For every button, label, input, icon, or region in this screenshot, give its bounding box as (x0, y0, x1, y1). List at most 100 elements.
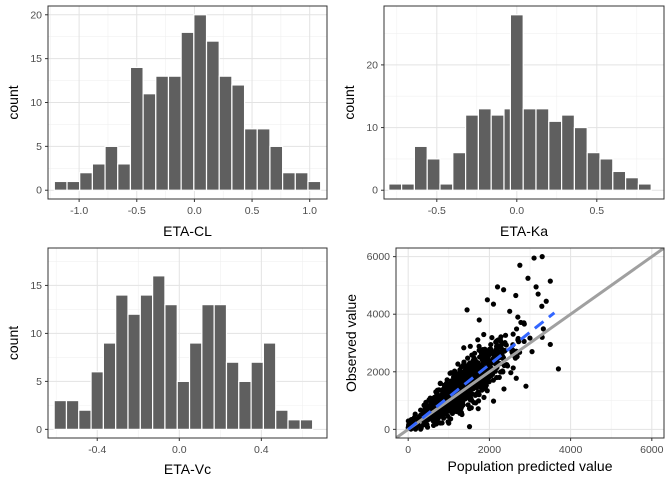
scatter-point (461, 345, 467, 351)
y-tick-label: 15 (30, 280, 42, 292)
scatter-point (464, 307, 470, 313)
scatter-point (510, 331, 516, 337)
histogram-bar (139, 294, 154, 430)
histogram-bar (275, 409, 289, 430)
scatter-point (465, 355, 471, 361)
scatter-point (535, 291, 541, 297)
histogram-bar (586, 152, 601, 191)
scatter-point (467, 343, 473, 349)
histogram-bar (167, 75, 182, 191)
chart-panel-3: -0.4 0.0 0.4 0 5 10 15 ETA-Vc count (5, 247, 328, 477)
chart-panel-4: 0 2000 4000 6000 0 2000 4000 6000 Population pre… (343, 247, 665, 474)
histogram-bar (573, 126, 588, 191)
scatter-point (484, 359, 490, 365)
scatter-point (539, 303, 545, 309)
data-marks (53, 275, 314, 430)
scatter-point (447, 370, 453, 376)
scatter-point (411, 415, 418, 421)
histogram-bar (115, 294, 129, 430)
y-tick-label: 0 (36, 424, 42, 436)
scatter-point (426, 404, 432, 410)
histogram-bar (250, 361, 265, 430)
histogram-bar (90, 371, 104, 430)
scatter-point (472, 363, 478, 370)
scatter-point (498, 338, 504, 344)
histogram-bar (180, 31, 195, 191)
x-axis-title: ETA-Vc (164, 461, 211, 477)
scatter-point (523, 383, 529, 389)
histogram-bar (388, 183, 403, 191)
scatter-point (450, 380, 456, 386)
histogram-bar (509, 14, 524, 191)
y-axis-title: count (5, 85, 21, 119)
scatter-point (508, 370, 514, 376)
scatter-point (475, 406, 481, 412)
scatter-point (490, 301, 497, 307)
scatter-point (490, 398, 497, 404)
scatter-point (502, 332, 509, 338)
histogram-bar (294, 172, 309, 191)
scatter-point (479, 355, 486, 361)
scatter-point (418, 425, 424, 431)
y-axis-title: Observed value (343, 294, 359, 392)
scatter-point (543, 298, 549, 304)
scatter-point (529, 349, 535, 355)
histogram-bar (164, 304, 178, 430)
histogram-bar (269, 145, 284, 191)
scatter-point (555, 366, 562, 372)
histogram-bar (439, 183, 454, 191)
x-tick-label: -0.4 (88, 444, 106, 456)
scatter-point (465, 402, 471, 408)
x-tick-label: 0.5 (589, 205, 604, 217)
scatter-point (476, 392, 482, 398)
scatter-point (423, 420, 429, 426)
scatter-point (484, 297, 490, 303)
chart-panel-1: -1.0 -0.5 0.0 0.5 1.0 0 5 10 15 20 ETA-CL count (5, 5, 328, 239)
histogram-bar (413, 145, 428, 191)
histogram-bar (218, 75, 233, 191)
scatter-point (498, 334, 504, 340)
scatter-point (539, 254, 545, 260)
x-tick-label: 0.0 (509, 205, 524, 217)
histogram-bar (102, 342, 117, 430)
scatter-point (499, 353, 506, 360)
scatter-point (460, 370, 466, 376)
histogram-bar (426, 158, 441, 191)
scatter-point (436, 413, 442, 419)
scatter-point (490, 351, 496, 357)
scatter-point (513, 375, 519, 381)
histogram-bar (78, 409, 92, 430)
scatter-point (479, 363, 485, 369)
scatter-point (475, 398, 482, 404)
scatter-point (480, 346, 486, 353)
x-tick-label: -0.5 (128, 205, 146, 217)
scatter-point (527, 335, 533, 341)
histogram-bar (65, 399, 80, 430)
histogram-bar (560, 114, 575, 191)
scatter-point (476, 343, 482, 349)
histogram-bar (205, 40, 220, 191)
histogram-bar (225, 361, 240, 430)
scatter-point (513, 326, 520, 332)
y-tick-label: 0 (372, 185, 378, 197)
x-tick-label: 0.4 (254, 444, 269, 456)
y-tick-label: 5 (36, 376, 42, 388)
scatter-point (493, 343, 500, 350)
histogram-bar (201, 304, 215, 430)
scatter-point (531, 255, 537, 261)
histogram-bar (599, 158, 614, 191)
x-tick-label: 0 (405, 444, 411, 456)
scatter-point (494, 374, 500, 381)
histogram-bar (53, 399, 68, 430)
x-tick-label: 0.5 (245, 205, 260, 217)
histogram-bar (452, 152, 467, 191)
y-tick-label: 10 (366, 122, 378, 134)
x-axis-title: Population predicted value (447, 458, 612, 474)
scatter-point (454, 384, 461, 390)
scatter-point (481, 331, 487, 338)
histogram-bar (79, 172, 93, 191)
x-tick-label: -0.5 (428, 205, 446, 217)
x-tick-label: -1.0 (70, 205, 88, 217)
histogram-bar (490, 114, 505, 191)
y-tick-label: 0 (384, 424, 390, 436)
